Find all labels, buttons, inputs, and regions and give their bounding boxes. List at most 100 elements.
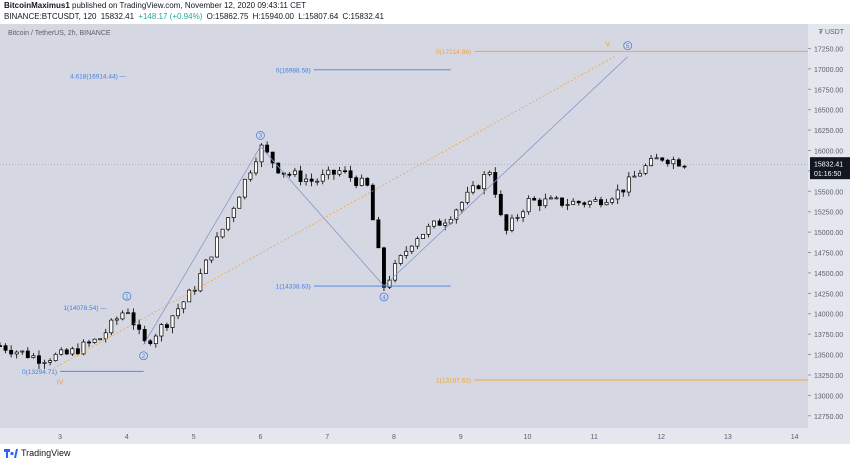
candle-up: [242, 178, 247, 198]
publish-info: BitcoinMaximus1 published on TradingView…: [4, 1, 306, 10]
plot-background: [0, 24, 808, 428]
candle-up: [98, 338, 103, 341]
y-tick-label: 17000.00: [814, 67, 843, 74]
fib-level-label: 1(13187.62): [436, 378, 471, 385]
wave-label-5: 5: [626, 44, 630, 50]
price-chart[interactable]: 17250.00 17000.00 16750.00 16500.00 16250.00…: [0, 24, 850, 444]
fib-level-label: 0(16988.58): [276, 67, 311, 74]
y-tick-label: 15000.00: [814, 230, 843, 237]
y-tick-label: 16750.00: [814, 87, 843, 94]
y-tick-label: 12750.00: [814, 414, 843, 421]
candle-down: [343, 170, 347, 173]
wave-label-circle: [256, 131, 265, 140]
candle-up: [48, 360, 53, 363]
candle-up: [337, 170, 342, 175]
candle-up: [126, 312, 130, 315]
candle-down: [582, 202, 587, 205]
author-name[interactable]: BitcoinMaximus1: [4, 1, 70, 10]
last-price-label: 15832.41: [814, 162, 843, 169]
candle-up: [526, 198, 531, 213]
candle-up: [593, 199, 598, 202]
time-axis-background: [0, 428, 808, 444]
candle-up: [637, 173, 642, 177]
candle-up: [521, 211, 526, 218]
last-price: 15832.41: [100, 12, 135, 21]
symbol-text: BINANCE:BTCUSDT, 120: [4, 12, 97, 21]
y-tick-label: 15500.00: [814, 189, 843, 196]
wave-label-circle: [623, 41, 633, 51]
x-tick-label: 12: [657, 434, 665, 441]
candle-up: [359, 177, 364, 186]
candle-up: [426, 225, 431, 235]
candle-up: [654, 157, 659, 160]
ohlc-open: O:15862.75: [206, 12, 249, 21]
x-tick-label: 11: [591, 434, 598, 441]
candle-up: [31, 355, 36, 359]
candle-down: [576, 200, 581, 204]
candle-up: [571, 200, 576, 205]
candle-up: [14, 351, 19, 355]
candle-up: [604, 202, 609, 206]
candle-up: [465, 191, 470, 203]
candle-down: [331, 169, 336, 175]
candle-up: [409, 245, 414, 252]
candle-up: [615, 189, 620, 200]
ohlc-close: C:15832.41: [342, 12, 384, 21]
wave-label-circle: [139, 351, 148, 361]
y-tick-label: 13750.00: [814, 332, 843, 339]
y-tick-label: 14500.00: [814, 271, 843, 278]
candle-up: [459, 202, 464, 211]
candle-up: [515, 216, 520, 219]
candle-down: [682, 165, 687, 168]
fib-level-label: 1(14078.54) —: [63, 305, 107, 312]
x-tick-label: 8: [392, 434, 396, 441]
x-tick-label: 10: [524, 434, 532, 441]
candle-down: [504, 214, 509, 231]
price-axis-background: [808, 24, 850, 444]
candle-down: [3, 345, 8, 351]
candle-up: [610, 198, 615, 203]
y-tick-label: 13500.00: [814, 353, 843, 360]
candle-up: [70, 348, 75, 355]
candle-up: [114, 318, 119, 321]
x-tick-label: 13: [724, 434, 732, 441]
countdown-label: 01:16:50: [814, 171, 841, 178]
elliott-wave-path: [143, 56, 628, 345]
tradingview-logo-icon: [4, 449, 18, 459]
candle-up: [53, 353, 58, 361]
last-price-label-bg: [810, 157, 850, 180]
tradingview-logo[interactable]: TradingView: [4, 448, 71, 459]
candle-up: [109, 319, 114, 334]
y-tick-label: 14250.00: [814, 291, 843, 298]
candle-up: [671, 159, 676, 165]
ohlc-high: H:15940.00: [252, 12, 295, 21]
candle-down: [621, 189, 626, 193]
candle-up: [237, 196, 242, 209]
chart-area[interactable]: 17250.00 17000.00 16750.00 16500.00 16250.00…: [0, 24, 850, 444]
x-tick-label: 3: [58, 434, 62, 441]
candle-down: [265, 144, 270, 153]
currency-label: ₮ USDT: [819, 29, 845, 36]
candle-up: [198, 273, 203, 292]
candle-up: [543, 198, 548, 207]
candle-up: [215, 236, 219, 258]
chart-header: BitcoinMaximus1 published on TradingView…: [0, 0, 850, 24]
candle-up: [432, 220, 436, 227]
wave-label-2: 2: [142, 354, 146, 360]
candle-up: [226, 217, 231, 230]
candle-up: [120, 312, 125, 320]
wave-label-4: 4: [382, 295, 386, 301]
candle-up: [649, 158, 654, 167]
candle-down: [532, 198, 537, 201]
x-tick-label: 6: [258, 434, 262, 441]
ohlc-low: L:15807.64: [298, 12, 339, 21]
candle-up: [632, 175, 637, 178]
y-tick-label: 16000.00: [814, 149, 843, 156]
candle-up: [176, 308, 181, 317]
wave-label-v: V: [605, 41, 610, 48]
logo-text: TradingView: [21, 448, 71, 458]
candle-down: [498, 194, 503, 216]
candle-up: [159, 324, 164, 337]
candle-up: [304, 178, 309, 182]
y-tick-label: 13250.00: [814, 373, 843, 380]
